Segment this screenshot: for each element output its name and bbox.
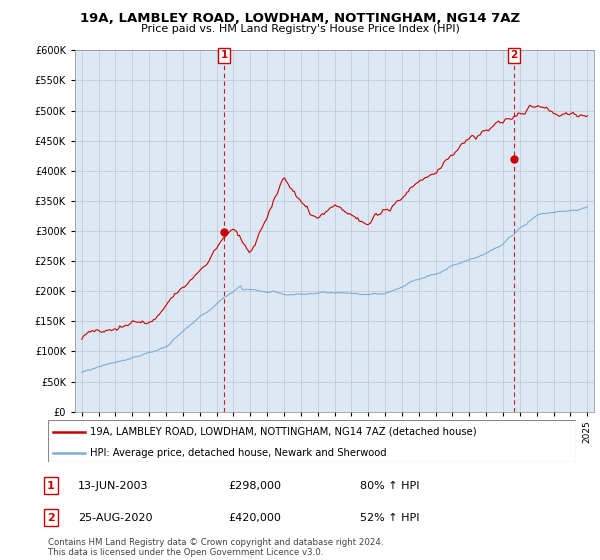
Text: 52% ↑ HPI: 52% ↑ HPI [360,513,419,522]
Text: 1: 1 [47,481,55,491]
Text: 19A, LAMBLEY ROAD, LOWDHAM, NOTTINGHAM, NG14 7AZ: 19A, LAMBLEY ROAD, LOWDHAM, NOTTINGHAM, … [80,12,520,25]
Text: 25-AUG-2020: 25-AUG-2020 [78,513,152,522]
Text: £420,000: £420,000 [228,513,281,522]
Text: 2: 2 [511,50,518,60]
Text: 80% ↑ HPI: 80% ↑ HPI [360,481,419,491]
Text: 13-JUN-2003: 13-JUN-2003 [78,481,149,491]
FancyBboxPatch shape [48,420,576,462]
Text: Price paid vs. HM Land Registry's House Price Index (HPI): Price paid vs. HM Land Registry's House … [140,24,460,34]
Text: HPI: Average price, detached house, Newark and Sherwood: HPI: Average price, detached house, Newa… [90,448,387,458]
Text: Contains HM Land Registry data © Crown copyright and database right 2024.
This d: Contains HM Land Registry data © Crown c… [48,538,383,557]
Text: 19A, LAMBLEY ROAD, LOWDHAM, NOTTINGHAM, NG14 7AZ (detached house): 19A, LAMBLEY ROAD, LOWDHAM, NOTTINGHAM, … [90,427,477,437]
Text: 1: 1 [221,50,228,60]
Text: 2: 2 [47,513,55,522]
Text: £298,000: £298,000 [228,481,281,491]
